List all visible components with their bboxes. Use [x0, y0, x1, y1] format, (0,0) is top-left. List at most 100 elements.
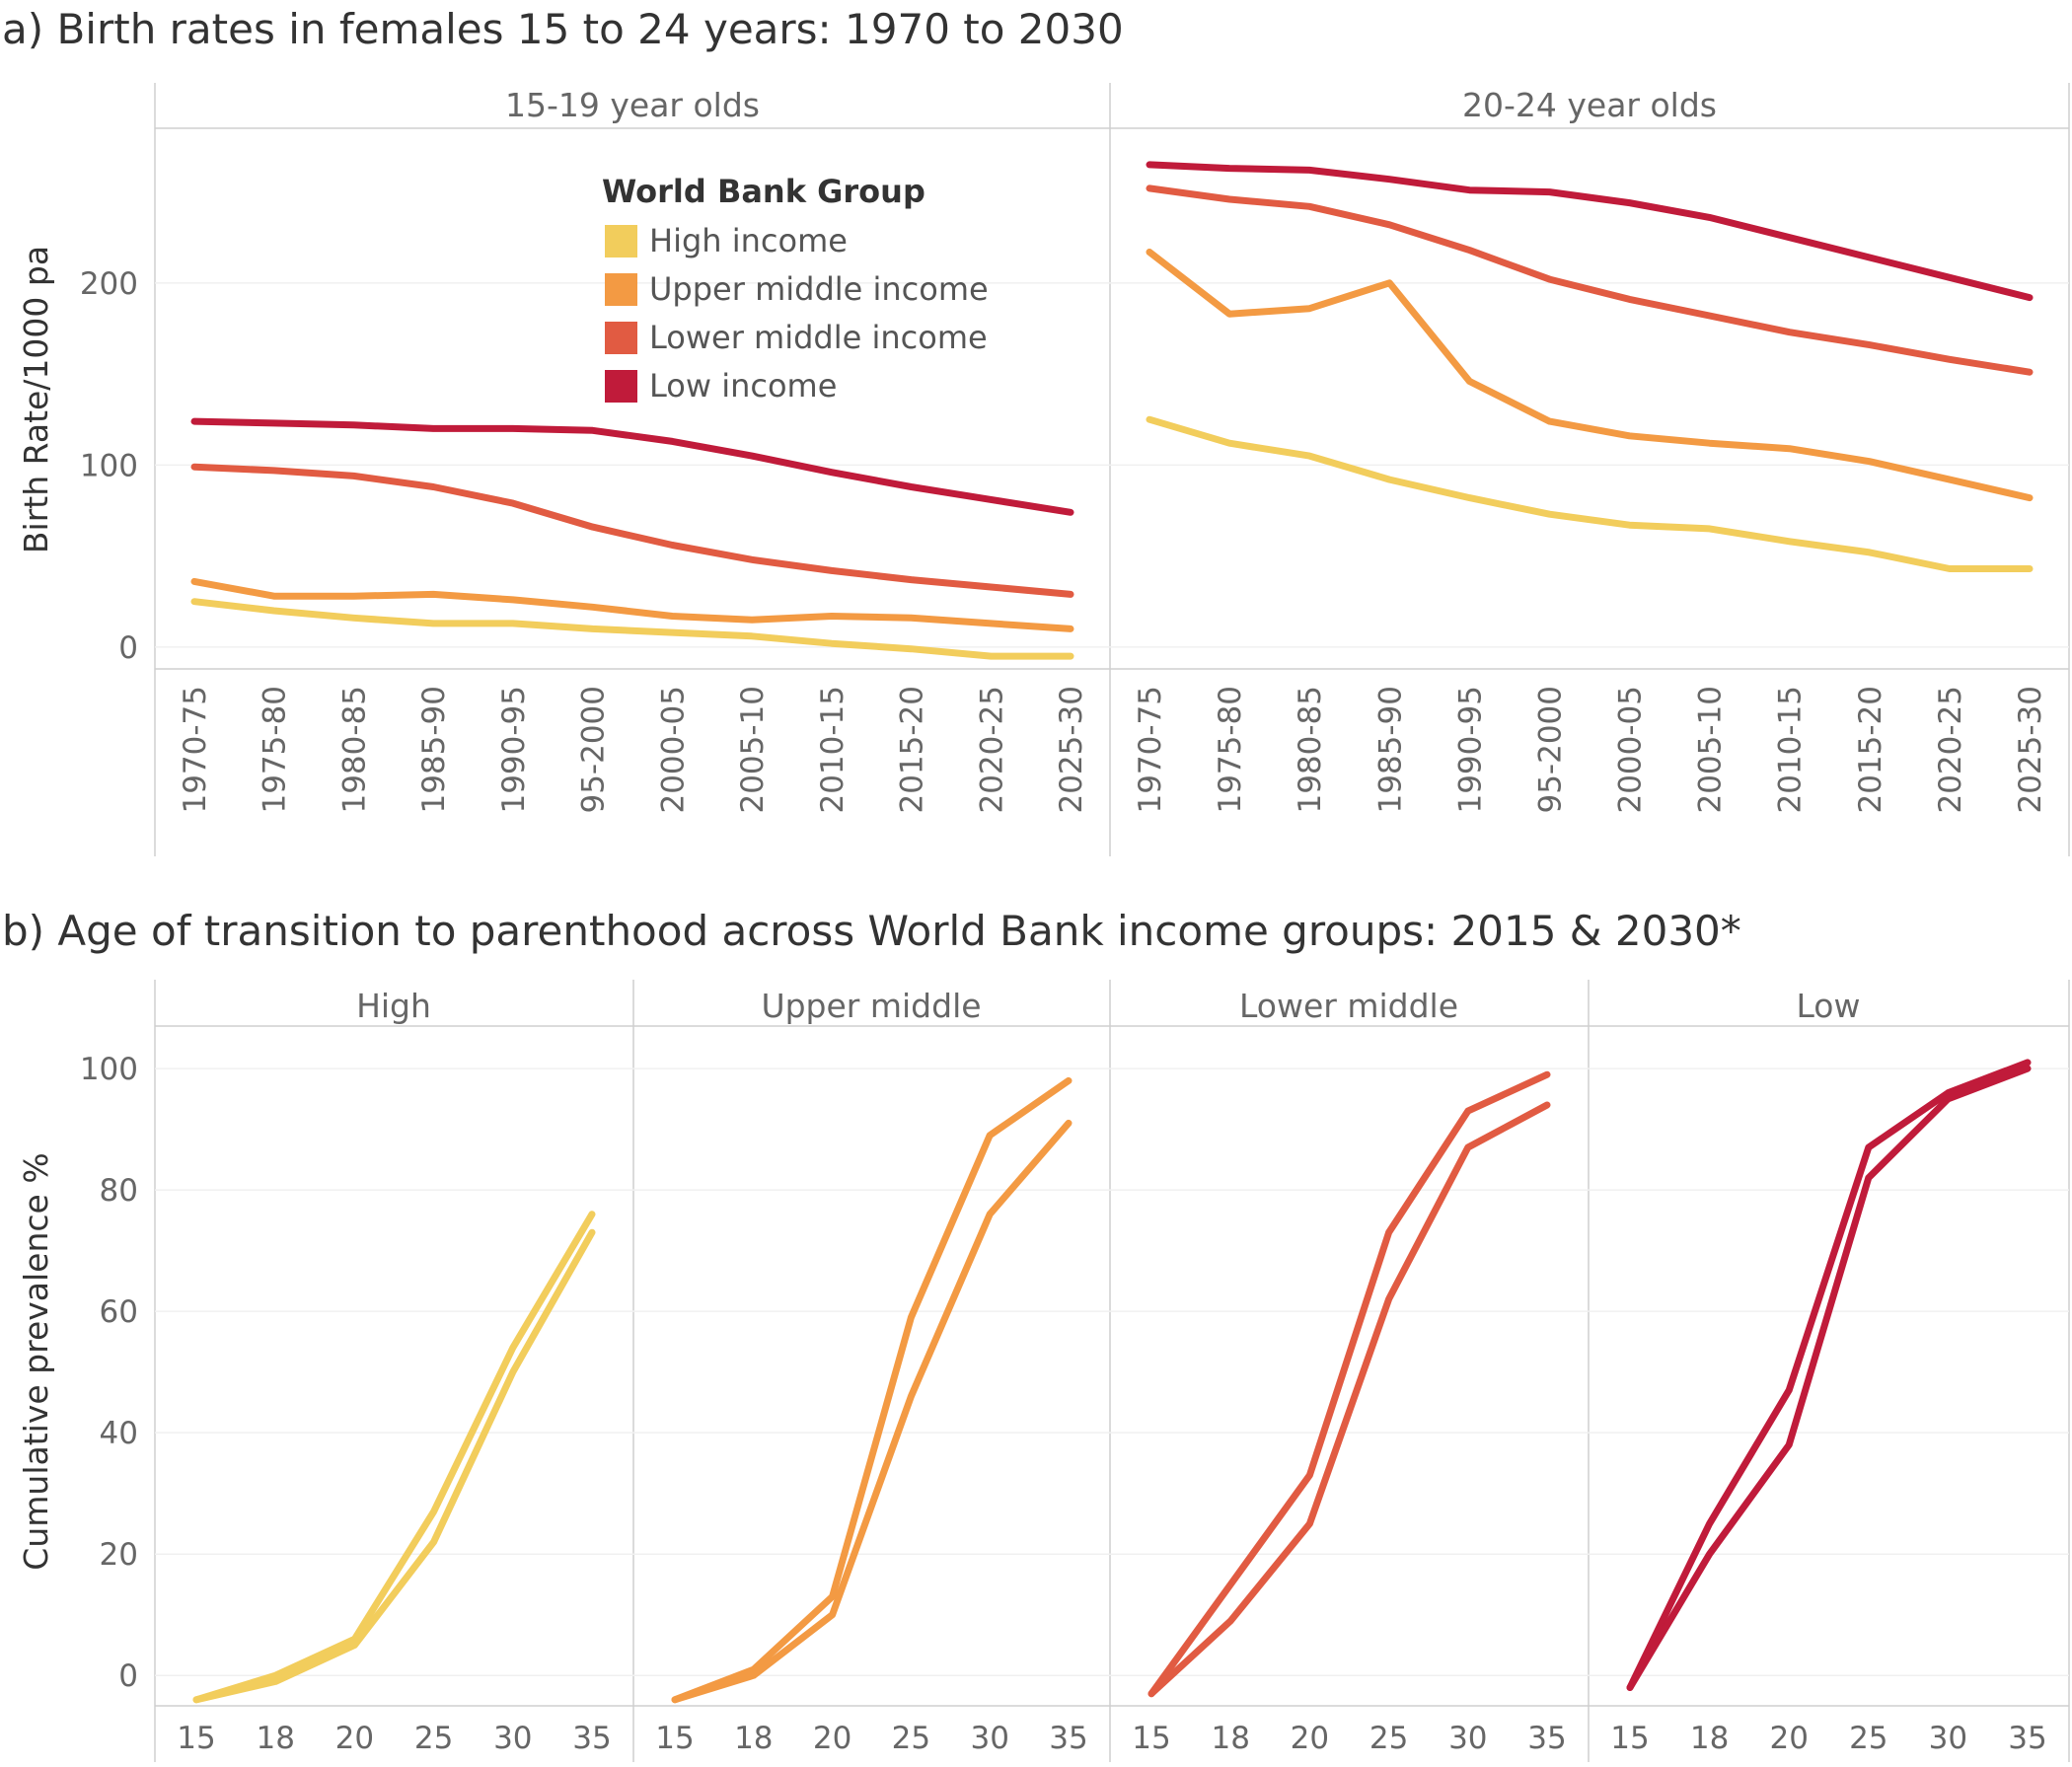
chart-b-y-tick-label: 0 [118, 1658, 138, 1694]
chart-b-y-tick-label: 80 [100, 1173, 138, 1209]
chart-a-x-ticks: 1970-75 1975-80 1980-85 1985-90 1990-95 95-20… [178, 686, 2048, 814]
chart-b-x-tick-label: 25 [892, 1721, 930, 1756]
chart-b-x-tick-label: 25 [414, 1721, 453, 1756]
chart-a-x-tick-label: 1975-80 [1213, 686, 1248, 814]
facet-label-20-24: 20-24 year olds [1462, 86, 1717, 124]
chart-a-x-tick-label: 2015-20 [1853, 686, 1888, 814]
chart-a-y-ticks: 0 100 200 [80, 266, 2069, 666]
legend-title: World Bank Group [602, 173, 925, 210]
series-line-low-curve-1 [1626, 1059, 2032, 1691]
chart-a-x-tick-label: 1985-90 [1372, 686, 1408, 814]
legend-swatch-low [605, 370, 637, 403]
chart-b-x-tick-label: 30 [1448, 1721, 1487, 1756]
chart-a-lines [190, 161, 2034, 660]
chart-a-x-tick-label: 1970-75 [1133, 686, 1168, 814]
chart-b-x-tick-label: 20 [1291, 1721, 1329, 1756]
facet-label-high: High [356, 987, 431, 1025]
series-line-low-curve-2 [1626, 1065, 2032, 1691]
chart-b-y-ticks: 0 20 40 60 80 100 [80, 1052, 2069, 1694]
chart-a-y-tick-label: 0 [118, 630, 138, 666]
chart-b-x-tick-label: 18 [256, 1721, 294, 1756]
chart-a-title: a) Birth rates in females 15 to 24 years… [2, 5, 1124, 53]
chart-b-x-tick-label: 20 [335, 1721, 374, 1756]
chart-a-x-tick-label: 1990-95 [496, 686, 532, 814]
legend-label-low: Low income [649, 367, 837, 405]
series-line-high-curve-2 [192, 1228, 596, 1704]
chart-a-x-tick-label: 95-2000 [1532, 686, 1568, 814]
chart-b-x-tick-label: 18 [1211, 1721, 1249, 1756]
chart-a-x-tick-label: 2000-05 [1613, 686, 1649, 814]
chart-a-x-tick-label: 2000-05 [655, 686, 691, 814]
chart-b-y-tick-label: 20 [100, 1537, 138, 1573]
chart-b-y-tick-label: 60 [100, 1294, 138, 1330]
series-line-upper-20-24 [1146, 249, 2034, 502]
facet-label-lower-middle: Lower middle [1239, 987, 1458, 1025]
chart-b-y-tick-label: 40 [100, 1416, 138, 1451]
chart-a-x-tick-label: 1980-85 [1293, 686, 1328, 814]
chart-a-y-axis-label: Birth Rate/1000 pa [17, 246, 55, 553]
chart-a-x-tick-label: 2020-25 [1933, 686, 1968, 814]
chart-a-x-tick-label: 2005-10 [1693, 686, 1729, 814]
series-line-lower-curve-2 [1147, 1101, 1551, 1698]
chart-b-x-tick-label: 18 [1690, 1721, 1729, 1756]
chart-b-x-ticks: 15 18 20 25 30 35 15 18 20 25 30 35 15 18 20 25 30 35 15 18… [177, 1721, 2046, 1756]
chart-a-x-tick-label: 1970-75 [178, 686, 213, 814]
chart-a-x-tick-label: 2010-15 [1773, 686, 1809, 814]
chart-a-x-tick-label: 2015-20 [895, 686, 930, 814]
series-line-high-20-24 [1146, 415, 2034, 572]
chart-a-x-tick-label: 2020-25 [974, 686, 1009, 814]
chart-a-y-tick-label: 100 [80, 448, 138, 483]
legend-label-lower: Lower middle income [649, 319, 988, 356]
series-line-lower-curve-1 [1147, 1070, 1551, 1698]
chart-b-x-tick-label: 35 [1049, 1721, 1087, 1756]
chart-b-x-tick-label: 25 [1369, 1721, 1408, 1756]
series-line-low-20-24 [1146, 161, 2034, 302]
series-line-upper-curve-1 [671, 1076, 1073, 1704]
legend-swatch-upper [605, 273, 637, 306]
chart-b-y-tick-label: 100 [80, 1052, 138, 1087]
chart-b-title: b) Age of transition to parenthood acros… [2, 907, 1741, 955]
chart-b-x-tick-label: 15 [177, 1721, 215, 1756]
chart-a-x-tick-label: 2025-30 [2013, 686, 2048, 814]
chart-b-x-tick-label: 15 [655, 1721, 694, 1756]
chart-b-x-tick-label: 35 [572, 1721, 611, 1756]
chart-b-y-axis-label: Cumulative prevalence % [17, 1152, 55, 1570]
chart-b-x-tick-label: 30 [970, 1721, 1008, 1756]
chart-a-x-tick-label: 95-2000 [576, 686, 612, 814]
legend-swatch-high [605, 225, 637, 258]
chart-b-x-tick-label: 35 [1527, 1721, 1566, 1756]
series-line-upper-curve-2 [671, 1119, 1073, 1704]
chart-a-x-tick-label: 1990-95 [1452, 686, 1488, 814]
chart-b-frame [154, 980, 2070, 1762]
legend-label-upper: Upper middle income [649, 270, 989, 308]
chart-a-x-tick-label: 1980-85 [336, 686, 372, 814]
facet-label-15-19: 15-19 year olds [505, 86, 760, 124]
chart-b-lines [192, 1059, 2032, 1704]
chart-a-x-tick-label: 2025-30 [1054, 686, 1089, 814]
chart-b-x-tick-label: 20 [1769, 1721, 1808, 1756]
chart-b-x-tick-label: 20 [813, 1721, 851, 1756]
chart-a-x-tick-label: 1975-80 [258, 686, 293, 814]
series-line-high-15-19 [190, 598, 1074, 660]
chart-b-x-tick-label: 30 [493, 1721, 532, 1756]
facet-label-upper-middle: Upper middle [761, 987, 981, 1025]
chart-a-x-tick-label: 2005-10 [735, 686, 771, 814]
chart-b-x-tick-label: 35 [2008, 1721, 2046, 1756]
series-line-lower-15-19 [190, 463, 1074, 598]
legend: World Bank Group High income Upper middl… [602, 173, 989, 405]
chart-b-x-tick-label: 15 [1610, 1721, 1649, 1756]
chart-a-y-tick-label: 200 [80, 266, 138, 302]
legend-swatch-lower [605, 322, 637, 354]
chart-a-x-tick-label: 2010-15 [815, 686, 851, 814]
facet-label-low: Low [1797, 987, 1861, 1025]
chart-a-x-tick-label: 1985-90 [416, 686, 452, 814]
chart-b-x-tick-label: 15 [1132, 1721, 1170, 1756]
legend-label-high: High income [649, 222, 848, 259]
series-line-lower-20-24 [1146, 184, 2034, 376]
series-line-low-15-19 [190, 417, 1074, 516]
chart-b-x-tick-label: 18 [734, 1721, 773, 1756]
series-line-high-curve-1 [192, 1211, 596, 1704]
chart-b-x-tick-label: 25 [1849, 1721, 1887, 1756]
chart-a-frame [154, 83, 2070, 856]
